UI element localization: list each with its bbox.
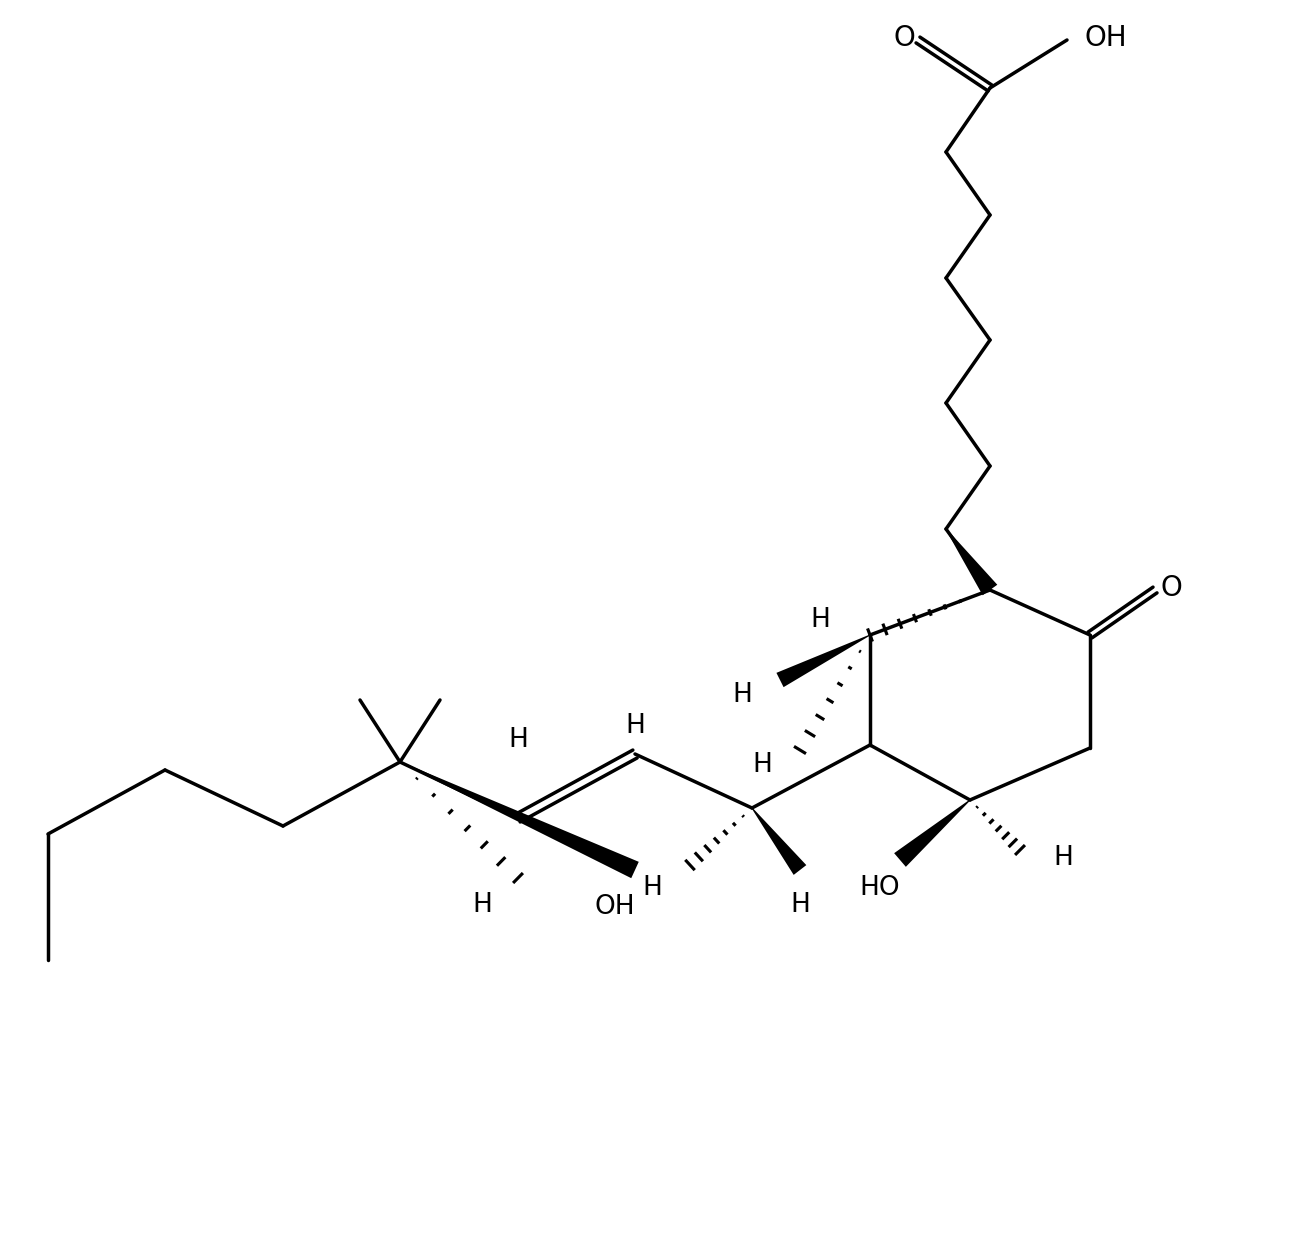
- Text: H: H: [789, 891, 810, 919]
- Text: OH: OH: [595, 894, 635, 920]
- Polygon shape: [777, 635, 871, 687]
- Text: H: H: [642, 875, 662, 901]
- Text: H: H: [733, 682, 752, 708]
- Text: O: O: [893, 23, 915, 52]
- Text: H: H: [508, 727, 528, 753]
- Text: H: H: [626, 713, 645, 739]
- Polygon shape: [752, 808, 806, 875]
- Text: O: O: [1160, 575, 1182, 602]
- Polygon shape: [946, 529, 997, 596]
- Text: H: H: [752, 752, 771, 778]
- Text: HO: HO: [859, 875, 900, 901]
- Text: H: H: [1053, 845, 1073, 870]
- Polygon shape: [400, 762, 639, 878]
- Polygon shape: [894, 800, 970, 867]
- Text: OH: OH: [1085, 23, 1127, 52]
- Text: H: H: [810, 607, 829, 633]
- Text: H: H: [472, 891, 491, 919]
